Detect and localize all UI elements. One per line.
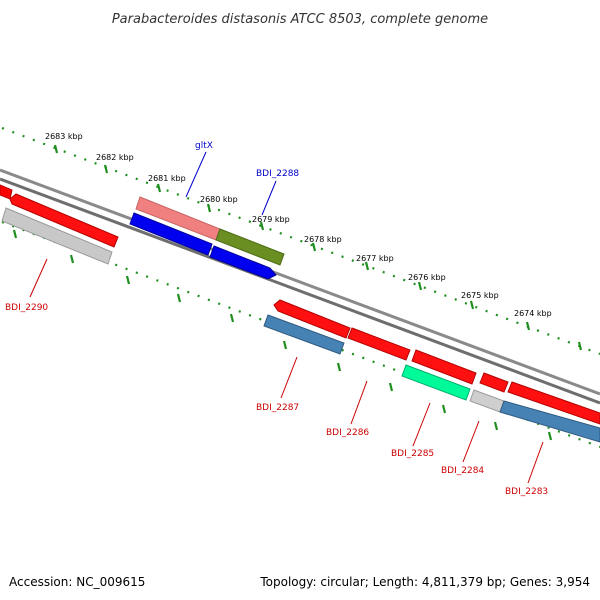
BDI_2288-feature bbox=[215, 228, 285, 266]
genome-backbone bbox=[0, 168, 600, 405]
gene-red-feature bbox=[0, 184, 13, 200]
gene-label-BDI_2284: BDI_2284 bbox=[441, 466, 484, 476]
kbp-label: 2683 kbp bbox=[45, 132, 83, 141]
gene-red-feature bbox=[347, 327, 411, 361]
gene-label-BDI_2287: BDI_2287 bbox=[256, 403, 299, 413]
kbp-label: 2676 kbp bbox=[408, 273, 446, 282]
BDI_2287-feature bbox=[263, 314, 345, 355]
gene-grey-feature bbox=[1, 207, 113, 265]
kbp-label: 2675 kbp bbox=[461, 291, 499, 300]
BDI_2285-feature bbox=[401, 364, 471, 401]
gene-label-BDI_2286: BDI_2286 bbox=[326, 428, 369, 438]
kbp-labels: 2683 kbp 2682 kbp 2681 kbp 2680 kbp 2679… bbox=[45, 132, 552, 318]
gene-label-gltX: gltX bbox=[195, 141, 213, 151]
outer-ruler-ticks bbox=[53, 144, 583, 351]
gene-features bbox=[0, 184, 600, 443]
gene-blue-feature bbox=[209, 245, 277, 280]
gene-red-feature bbox=[507, 381, 600, 425]
BDI_2284-feature bbox=[469, 389, 505, 413]
kbp-label: 2681 kbp bbox=[148, 174, 186, 183]
accession-text: Accession: NC_009615 bbox=[9, 575, 145, 589]
BDI_2283-feature bbox=[499, 400, 600, 443]
gene-red-feature bbox=[9, 193, 119, 248]
map-title: Parabacteroides distasonis ATCC 8503, co… bbox=[112, 12, 488, 27]
gene-label-BDI_2288: BDI_2288 bbox=[256, 169, 299, 179]
kbp-label: 2682 kbp bbox=[96, 153, 134, 162]
kbp-label: 2680 kbp bbox=[200, 195, 238, 204]
kbp-label: 2674 kbp bbox=[514, 309, 552, 318]
gene-red-feature bbox=[273, 299, 351, 339]
gene-label-BDI_2285: BDI_2285 bbox=[391, 449, 434, 459]
kbp-label: 2679 kbp bbox=[252, 215, 290, 224]
gene-label-BDI_2290: BDI_2290 bbox=[5, 303, 48, 313]
kbp-label: 2678 kbp bbox=[304, 235, 342, 244]
label-leaders bbox=[29, 151, 544, 484]
gene-blue-feature bbox=[129, 212, 213, 256]
genome-summary-text: Topology: circular; Length: 4,811,379 bp… bbox=[259, 575, 590, 589]
gene-label-BDI_2283: BDI_2283 bbox=[505, 487, 548, 497]
gene-red-feature bbox=[479, 372, 509, 393]
inner-ruler-ticks bbox=[12, 229, 553, 441]
outer-ruler-dots bbox=[1, 126, 600, 356]
kbp-label: 2677 kbp bbox=[356, 254, 394, 263]
gene-red-feature bbox=[411, 349, 477, 385]
